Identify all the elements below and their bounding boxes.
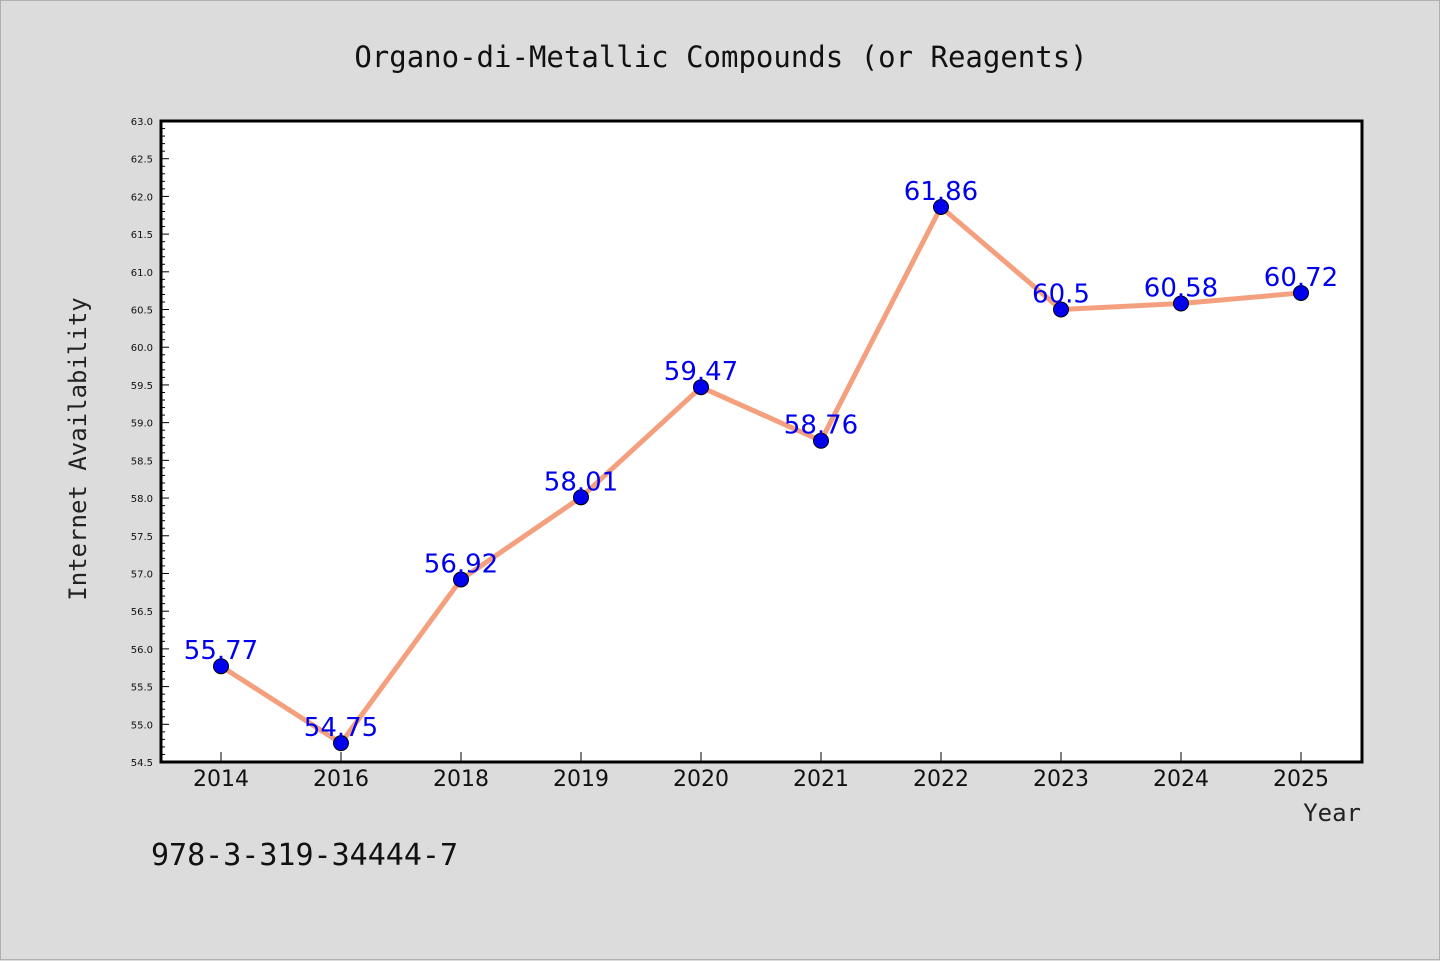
x-tick-label: 2018 bbox=[433, 767, 489, 792]
data-point bbox=[1293, 284, 1309, 301]
isbn-code: 978-3-319-34444-7 bbox=[151, 838, 458, 873]
data-point bbox=[453, 571, 469, 588]
data-point bbox=[573, 489, 589, 506]
x-axis-ticks: 2014 2016 2018 2019 2020 2021 2022 2023 2024 2025 bbox=[193, 752, 1329, 792]
y-tick-label: 61.5 bbox=[131, 230, 153, 241]
y-tick-label: 61.0 bbox=[131, 268, 153, 279]
y-tick-label: 56.5 bbox=[131, 607, 153, 618]
y-tick-label: 56.0 bbox=[131, 645, 153, 656]
x-axis-label: Year bbox=[1303, 799, 1361, 827]
y-tick-label: 55.5 bbox=[131, 683, 153, 694]
data-labels: 55.77 54.75 56.92 58.01 59.47 58.76 61.86 60.5 6… bbox=[184, 177, 1338, 743]
x-tick-label: 2023 bbox=[1033, 767, 1089, 792]
data-label: 58.76 bbox=[784, 411, 858, 441]
data-label: 58.01 bbox=[544, 467, 618, 497]
y-tick-label: 57.5 bbox=[131, 532, 153, 543]
x-tick-label: 2024 bbox=[1153, 767, 1209, 792]
data-point bbox=[693, 379, 709, 396]
data-label: 60.58 bbox=[1144, 273, 1218, 303]
data-label: 61.86 bbox=[904, 177, 978, 207]
x-tick-label: 2020 bbox=[673, 767, 729, 792]
y-tick-label: 63.0 bbox=[131, 117, 153, 128]
y-tick-label: 59.5 bbox=[131, 381, 153, 392]
x-tick-label: 2022 bbox=[913, 767, 969, 792]
y-tick-label: 62.0 bbox=[131, 192, 153, 203]
x-tick-label: 2021 bbox=[793, 767, 849, 792]
data-point bbox=[813, 432, 829, 449]
plot-area bbox=[159, 119, 1364, 764]
data-label: 55.77 bbox=[184, 636, 258, 666]
y-axis-ticks: 54.5 55.0 55.5 56.0 56.5 57.0 57.5 58.0 58.5 59.0… bbox=[131, 117, 169, 769]
y-tick-label: 62.5 bbox=[131, 155, 153, 166]
data-point bbox=[213, 658, 229, 675]
data-point bbox=[933, 198, 949, 215]
y-tick-label: 59.0 bbox=[131, 419, 153, 430]
data-series bbox=[213, 198, 1309, 752]
y-tick-label: 54.5 bbox=[131, 758, 153, 769]
data-point bbox=[333, 735, 349, 752]
x-tick-label: 2019 bbox=[553, 767, 609, 792]
x-tick-label: 2016 bbox=[313, 767, 369, 792]
chart-title: Organo-di-Metallic Compounds (or Reagent… bbox=[354, 40, 1087, 74]
data-label: 54.75 bbox=[304, 713, 378, 743]
data-point bbox=[1053, 301, 1069, 318]
y-tick-label: 58.0 bbox=[131, 494, 153, 505]
data-label: 60.5 bbox=[1032, 280, 1090, 310]
series-line bbox=[218, 204, 1304, 746]
data-point bbox=[1173, 295, 1189, 312]
y-tick-label: 60.0 bbox=[131, 343, 153, 354]
data-label: 56.92 bbox=[424, 550, 498, 580]
x-tick-label: 2014 bbox=[193, 767, 249, 792]
data-label: 59.47 bbox=[664, 357, 738, 387]
y-tick-label: 60.5 bbox=[131, 306, 153, 317]
y-tick-label: 58.5 bbox=[131, 456, 153, 467]
x-tick-label: 2025 bbox=[1273, 767, 1329, 792]
y-tick-label: 57.0 bbox=[131, 569, 153, 580]
y-axis-label: Internet Availability bbox=[64, 297, 92, 600]
data-label: 60.72 bbox=[1264, 263, 1338, 293]
y-tick-label: 55.0 bbox=[131, 720, 153, 731]
